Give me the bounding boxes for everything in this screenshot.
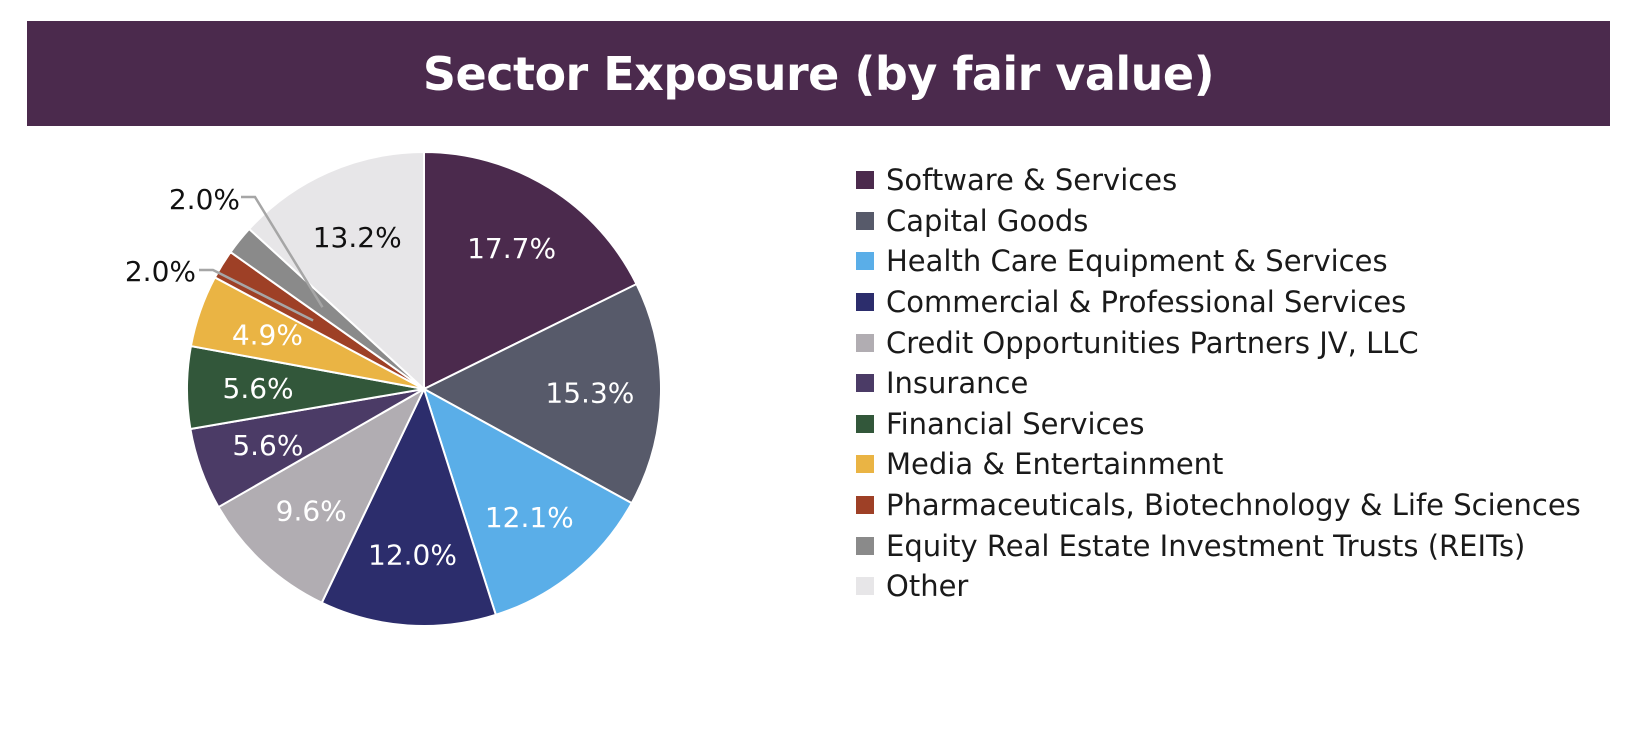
legend-label: Financial Services: [886, 406, 1145, 441]
chart-title: Sector Exposure (by fair value): [422, 46, 1215, 101]
legend-swatch: [856, 455, 874, 474]
pie-slice-commercial-professional-services: [320, 386, 498, 627]
legend-label: Health Care Equipment & Services: [886, 244, 1388, 279]
pie-label-financial-services: 5.6%: [223, 372, 294, 405]
legend-item-media-entertainment: Media & Entertainment: [856, 444, 1616, 485]
legend-item-capital-goods: Capital Goods: [856, 201, 1616, 242]
legend-swatch: [856, 496, 874, 515]
legend-item-pharmaceuticals-biotechnology-life-sciences: Pharmaceuticals, Biotechnology & Life Sc…: [856, 485, 1616, 526]
callout-line-pharmaceuticals-biotechnology-life-sciences: [199, 268, 314, 322]
pie-slice-credit-opportunities-partners-jv-llc: [217, 386, 427, 605]
pie-slice-other: [247, 150, 425, 392]
pie-label-software-services: 17.7%: [467, 232, 556, 265]
legend-swatch: [856, 252, 874, 271]
legend-label: Media & Entertainment: [886, 447, 1224, 482]
pie-label-pharmaceuticals-biotechnology-life-sciences: 2.0%: [125, 255, 196, 288]
legend-label: Insurance: [886, 366, 1029, 401]
legend-swatch: [856, 374, 874, 393]
legend: Software & Services Capital Goods Health C…: [856, 160, 1616, 607]
legend-swatch: [856, 211, 874, 230]
pie-slice-capital-goods: [421, 282, 662, 505]
pie-label-credit-opportunities-partners-jv-llc: 9.6%: [276, 495, 347, 528]
legend-item-financial-services: Financial Services: [856, 404, 1616, 445]
legend-swatch: [856, 577, 874, 596]
title-bar: Sector Exposure (by fair value): [27, 21, 1610, 126]
legend-swatch: [856, 536, 874, 555]
legend-label: Software & Services: [886, 163, 1178, 198]
pie-slice-health-care-equipment-services: [422, 386, 634, 617]
callout-line-equity-real-estate-investment-trusts-reits: [241, 195, 324, 308]
pie-chart: 17.7% 15.3% 12.1% 12.0% 9.6% 5.6% 5.6% 4.9% 2.0%…: [125, 150, 662, 627]
legend-item-credit-opportunities-partners-jv-llc: Credit Opportunities Partners JV, LLC: [856, 322, 1616, 363]
legend-item-other: Other: [856, 566, 1616, 607]
legend-label: Credit Opportunities Partners JV, LLC: [886, 325, 1419, 360]
pie-label-equity-real-estate-investment-trusts-reits: 2.0%: [169, 183, 240, 216]
legend-label: Commercial & Professional Services: [886, 285, 1407, 320]
pie-label-capital-goods: 15.3%: [545, 377, 634, 410]
pie-label-media-entertainment: 4.9%: [232, 318, 303, 351]
legend-swatch: [856, 333, 874, 352]
legend-item-insurance: Insurance: [856, 363, 1616, 404]
pie-slice-software-services: [423, 150, 638, 391]
legend-item-health-care-equipment-services: Health Care Equipment & Services: [856, 241, 1616, 282]
legend-swatch: [856, 414, 874, 433]
legend-swatch: [856, 171, 874, 190]
legend-label: Equity Real Estate Investment Trusts (RE…: [886, 528, 1526, 563]
legend-label: Other: [886, 569, 969, 604]
pie-label-health-care-equipment-services: 12.1%: [485, 501, 574, 534]
legend-swatch: [856, 293, 874, 312]
legend-item-software-services: Software & Services: [856, 160, 1616, 201]
legend-item-equity-real-estate-investment-trusts-reits: Equity Real Estate Investment Trusts (RE…: [856, 525, 1616, 566]
legend-label: Capital Goods: [886, 203, 1089, 238]
legend-label: Pharmaceuticals, Biotechnology & Life Sc…: [886, 488, 1581, 523]
pie-label-commercial-professional-services: 12.0%: [368, 539, 457, 572]
legend-item-commercial-professional-services: Commercial & Professional Services: [856, 282, 1616, 323]
pie-label-other: 13.2%: [313, 221, 402, 254]
pie-label-insurance: 5.6%: [232, 429, 303, 462]
